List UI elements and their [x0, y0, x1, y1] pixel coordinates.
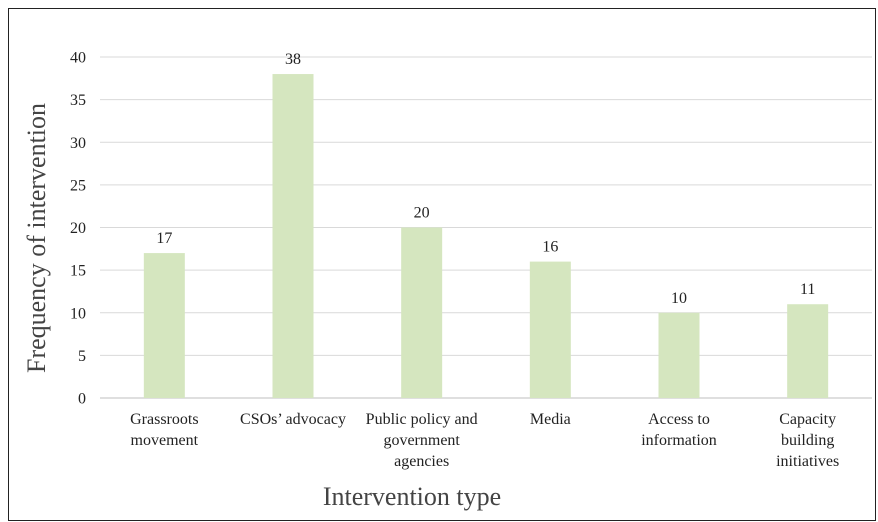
x-category-label: Grassroots movement	[130, 411, 199, 449]
y-tick-label: 35	[70, 92, 86, 109]
x-category-label: Public policy and government agencies	[366, 411, 478, 470]
y-tick-label: 25	[70, 177, 86, 194]
bar	[401, 227, 443, 398]
x-axis-title: Intervention type	[323, 482, 501, 511]
bar	[272, 74, 314, 399]
data-labels: 17 38 20 16 10 11	[156, 51, 815, 307]
y-tick-label: 0	[78, 391, 86, 408]
data-label: 16	[542, 239, 558, 256]
bar	[787, 304, 829, 398]
x-axis-categories: Grassroots movement CSOs’ advocacy Public p…	[130, 411, 839, 470]
data-label: 11	[800, 281, 815, 298]
y-tick-label: 40	[70, 50, 86, 67]
y-tick-label: 5	[78, 348, 86, 365]
y-tick-label: 10	[70, 305, 86, 322]
x-category-label: CSOs’ advocacy	[240, 411, 346, 428]
data-label: 38	[285, 51, 301, 68]
data-label: 10	[671, 290, 687, 307]
bar	[658, 312, 700, 398]
y-axis-ticks: 0 5 10 15 20 25 30 35 40	[70, 50, 86, 408]
x-category-label: Capacity building initiatives	[776, 411, 839, 470]
bar	[529, 261, 571, 398]
data-label: 20	[414, 205, 430, 222]
x-category-label: Media	[530, 411, 571, 428]
y-tick-label: 20	[70, 220, 86, 237]
y-tick-label: 15	[70, 263, 86, 280]
y-axis-title: Frequency of intervention	[22, 103, 51, 373]
gridlines	[100, 56, 872, 399]
bars	[143, 74, 829, 399]
x-category-label: Access to information	[641, 411, 717, 449]
bar	[143, 253, 185, 398]
y-tick-label: 30	[70, 135, 86, 152]
data-label: 17	[156, 230, 172, 247]
